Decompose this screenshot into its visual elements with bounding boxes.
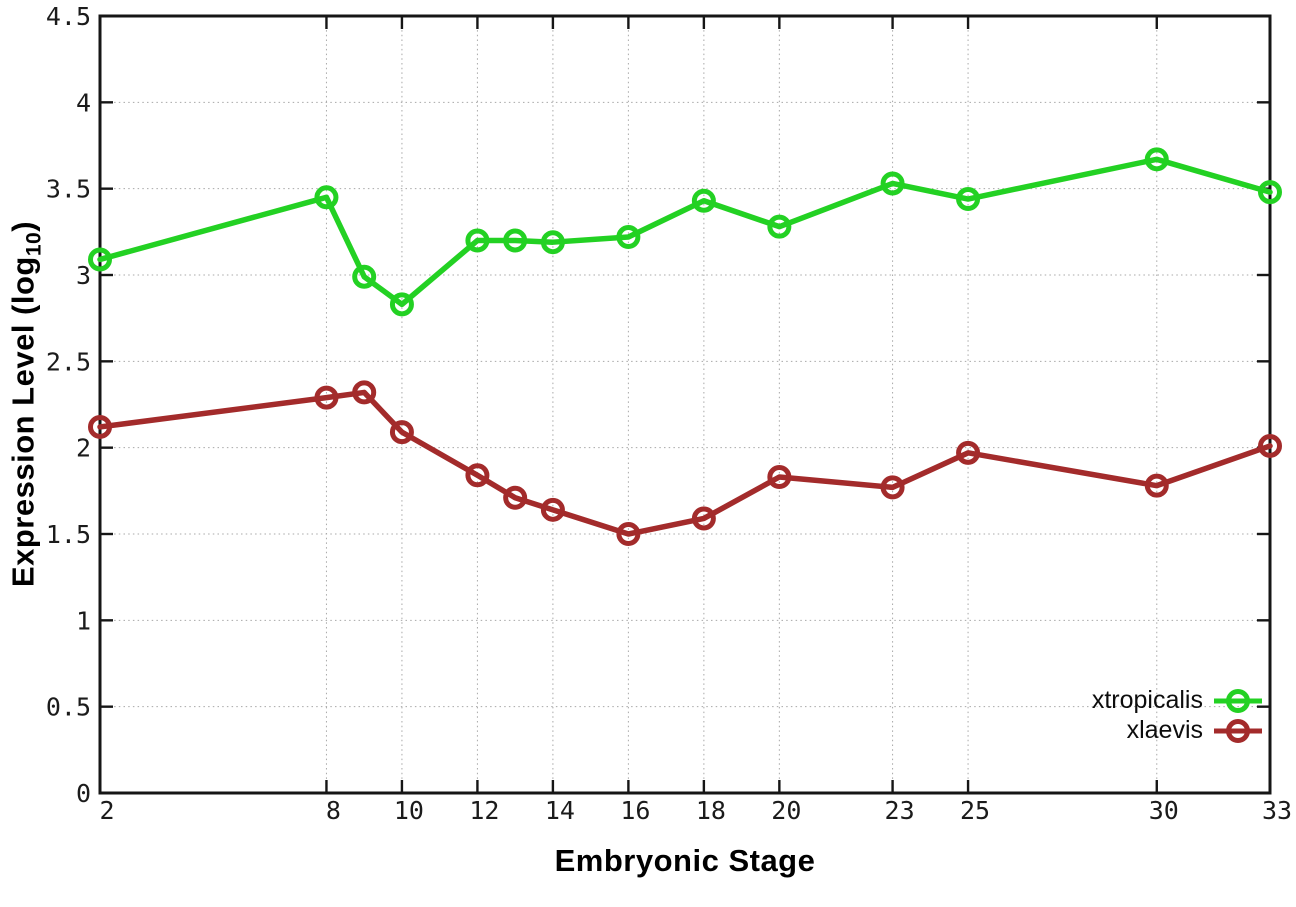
y-axis-label-suffix: ) — [5, 220, 41, 232]
legend: xtropicalis xlaevis — [1092, 686, 1263, 745]
data-point-xtropicalis — [616, 225, 641, 250]
x-tick-label: 8 — [326, 796, 341, 825]
x-tick-label: 16 — [620, 796, 650, 825]
x-tick-label: 23 — [885, 796, 915, 825]
y-axis-label: Expression Level (log10) — [5, 221, 46, 587]
data-point-xlaevis — [465, 463, 490, 488]
data-point-xlaevis — [616, 522, 641, 546]
x-tick-label: 10 — [394, 796, 424, 825]
y-tick-label: 1.5 — [46, 520, 91, 549]
data-point-xtropicalis — [1144, 147, 1169, 172]
y-tick-label: 0 — [76, 779, 91, 808]
x-tick-label: 33 — [1262, 796, 1292, 825]
x-axis-label: Embryonic Stage — [554, 843, 816, 878]
x-tick-label: 14 — [545, 796, 575, 825]
x-tick-label: 12 — [469, 796, 499, 825]
y-axis-label-subscript: 10 — [22, 231, 46, 257]
data-point-xlaevis — [880, 475, 905, 500]
data-point-xtropicalis — [352, 264, 377, 289]
x-tick-label: 30 — [1149, 796, 1179, 825]
y-tick-label: 2 — [76, 434, 91, 463]
data-point-xlaevis — [88, 414, 112, 439]
data-point-xtropicalis — [767, 214, 792, 239]
data-point-xtropicalis — [465, 228, 490, 253]
data-point-xtropicalis — [691, 188, 716, 213]
legend-item-xlaevis: xlaevis — [1127, 716, 1263, 745]
x-tick-label: 18 — [696, 796, 726, 825]
data-point-xlaevis — [540, 497, 565, 522]
x-tick-label: 2 — [99, 796, 114, 825]
legend-item-xtropicalis: xtropicalis — [1092, 686, 1263, 715]
series-line-xlaevis — [97, 389, 1273, 537]
x-tick-label: 20 — [771, 796, 801, 825]
legend-sample-icon — [1214, 688, 1262, 713]
data-point-xlaevis — [503, 485, 528, 510]
y-tick-label: 3.5 — [46, 175, 91, 204]
data-point-xtropicalis — [956, 187, 981, 212]
data-point-xtropicalis — [503, 228, 528, 253]
data-point-xlaevis — [352, 380, 377, 405]
data-point-xtropicalis — [88, 247, 112, 272]
data-point-xlaevis — [1144, 473, 1169, 498]
x-tick-label: 25 — [960, 796, 990, 825]
data-point-xtropicalis — [1258, 180, 1282, 205]
data-point-xtropicalis — [314, 185, 339, 210]
data-point-xlaevis — [691, 506, 716, 531]
y-tick-label: 4.5 — [46, 2, 91, 31]
legend-label-xlaevis: xlaevis — [1126, 716, 1203, 744]
data-point-xlaevis — [1258, 433, 1282, 458]
y-tick-label: 3 — [76, 261, 91, 290]
y-tick-label: 4 — [76, 88, 91, 117]
y-tick-label: 2.5 — [46, 347, 91, 376]
series-line-xtropicalis — [97, 156, 1273, 308]
y-tick-label: 0.5 — [46, 693, 91, 722]
data-point-xlaevis — [389, 420, 414, 445]
data-point-xlaevis — [314, 385, 339, 410]
data-point-xtropicalis — [880, 171, 905, 196]
data-point-xtropicalis — [540, 230, 565, 255]
data-point-xtropicalis — [389, 292, 414, 317]
y-tick-label: 1 — [76, 606, 91, 635]
legend-label-xtropicalis: xtropicalis — [1091, 686, 1203, 714]
data-point-xlaevis — [767, 465, 792, 490]
legend-sample-icon — [1214, 718, 1262, 743]
y-axis-label-text: Expression Level (log — [5, 256, 41, 588]
data-point-xlaevis — [956, 440, 981, 465]
plot-frame — [98, 14, 1272, 795]
